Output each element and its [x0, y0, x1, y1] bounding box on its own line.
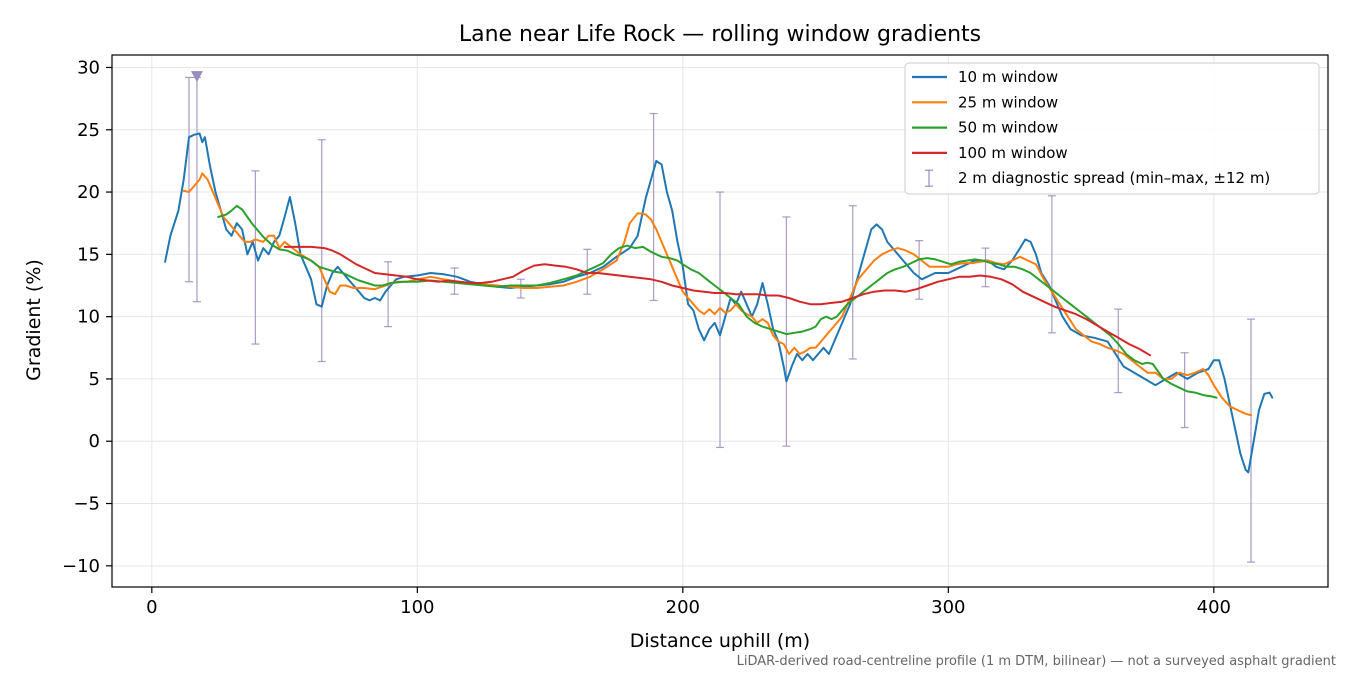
y-tick-label: 10 [77, 307, 100, 328]
legend-label-4: 100 m window [958, 144, 1068, 162]
plot-frame [111, 54, 1329, 588]
legend-swatch-spread [925, 169, 933, 187]
spread-errorbars [184, 76, 1256, 563]
legend-label-1: 10 m window [958, 68, 1058, 86]
x-tick-label: 100 [400, 597, 434, 618]
spread-errorbar [317, 139, 326, 363]
y-tick-label: 20 [77, 182, 100, 203]
legend: 10 m window 25 m window 50 m window 100 m w… [904, 62, 1320, 195]
spread-errorbar [716, 191, 724, 449]
x-axis-ticks: 0 100 200 300 400 [146, 587, 1231, 618]
legend-label-spread: 2 m diagnostic spread (min–max, ±12 m) [958, 169, 1270, 187]
legend-box [904, 62, 1320, 195]
series-line-4 [283, 245, 1152, 357]
spread-errorbar [649, 112, 658, 302]
y-tick-label: −5 [73, 494, 100, 515]
x-tick-label: 400 [1197, 597, 1231, 618]
spread-errorbar [915, 240, 924, 300]
y-axis-label: Gradient (%) [23, 259, 45, 381]
caption-note: LiDAR-derived road-centreline profile (1… [737, 654, 1336, 669]
spread-errorbar [981, 247, 990, 288]
series-line-1 [164, 132, 1274, 474]
spread-errorbar [782, 216, 791, 447]
spread-errorbar [848, 205, 857, 360]
spread-errorbar [184, 76, 193, 283]
y-tick-label: 0 [89, 431, 100, 452]
markers [190, 71, 203, 83]
x-tick-label: 300 [931, 597, 965, 618]
y-tick-label: 15 [77, 244, 100, 265]
y-axis-ticks: −10 −5 0 5 10 15 20 25 30 [62, 57, 112, 577]
spread-errorbar [251, 170, 260, 345]
legend-label-3: 50 m window [958, 119, 1058, 137]
spread-errorbar [583, 248, 592, 295]
series-lines [164, 132, 1274, 474]
x-tick-label: 0 [146, 597, 157, 618]
x-tick-label: 200 [666, 597, 700, 618]
y-tick-label: −10 [62, 556, 100, 577]
y-tick-label: 30 [77, 57, 100, 78]
spread-errorbar [384, 261, 393, 328]
legend-label-2: 25 m window [958, 93, 1058, 111]
series-line-3 [217, 204, 1218, 399]
y-tick-label: 5 [89, 369, 100, 390]
spread-errorbar [1247, 318, 1256, 563]
x-axis-label: Distance uphill (m) [630, 630, 810, 652]
y-tick-label: 25 [77, 120, 100, 141]
peak-marker [190, 71, 203, 83]
spread-errorbar [1047, 195, 1056, 334]
chart-title: Lane near Life Rock — rolling window gra… [459, 22, 981, 47]
